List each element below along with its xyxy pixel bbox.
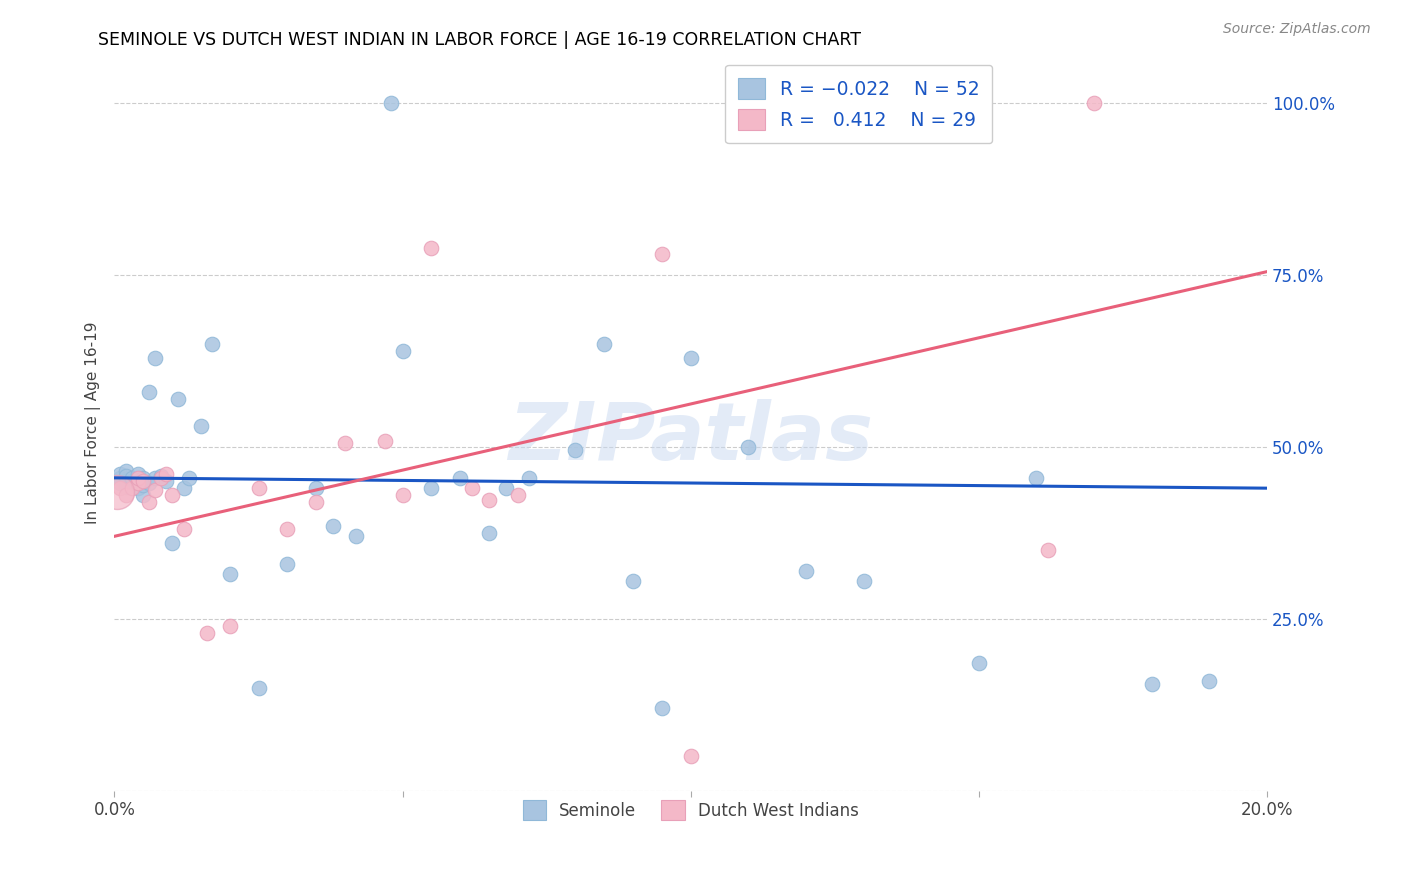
Point: [737, 440, 759, 454]
Point: [305, 495, 328, 509]
Point: [115, 488, 138, 502]
Point: [121, 477, 143, 491]
Point: [173, 481, 195, 495]
Point: [167, 392, 190, 406]
Point: [110, 471, 132, 485]
Point: [593, 336, 616, 351]
Point: [127, 467, 149, 482]
Point: [506, 488, 529, 502]
Point: [1036, 543, 1059, 558]
Point: [679, 351, 702, 365]
Point: [132, 471, 155, 485]
Text: ZIPatlas: ZIPatlas: [508, 399, 873, 476]
Point: [132, 477, 155, 491]
Point: [201, 336, 224, 351]
Point: [478, 492, 501, 507]
Point: [346, 529, 368, 543]
Point: [1198, 673, 1220, 688]
Point: [276, 557, 298, 571]
Point: [967, 657, 990, 671]
Point: [149, 471, 172, 485]
Point: [218, 618, 240, 632]
Point: [127, 475, 149, 490]
Point: [1140, 677, 1163, 691]
Point: [121, 481, 143, 495]
Y-axis label: In Labor Force | Age 16-19: In Labor Force | Age 16-19: [86, 322, 101, 524]
Point: [132, 475, 155, 489]
Point: [651, 247, 673, 261]
Point: [420, 481, 443, 495]
Point: [651, 701, 673, 715]
Point: [110, 467, 132, 482]
Point: [115, 475, 138, 489]
Point: [218, 567, 240, 582]
Point: [247, 681, 270, 695]
Point: [127, 471, 149, 485]
Text: SEMINOLE VS DUTCH WEST INDIAN IN LABOR FORCE | AGE 16-19 CORRELATION CHART: SEMINOLE VS DUTCH WEST INDIAN IN LABOR F…: [98, 31, 862, 49]
Point: [138, 495, 160, 509]
Point: [374, 434, 396, 449]
Point: [190, 419, 212, 434]
Point: [679, 749, 702, 764]
Point: [461, 481, 484, 495]
Point: [621, 574, 644, 588]
Point: [155, 467, 177, 482]
Point: [478, 525, 501, 540]
Point: [138, 475, 160, 490]
Point: [195, 625, 218, 640]
Point: [132, 488, 155, 502]
Text: Source: ZipAtlas.com: Source: ZipAtlas.com: [1223, 22, 1371, 37]
Point: [115, 464, 138, 478]
Point: [160, 488, 183, 502]
Point: [115, 468, 138, 483]
Point: [495, 481, 517, 495]
Point: [852, 96, 875, 111]
Point: [794, 564, 817, 578]
Point: [127, 481, 149, 495]
Point: [380, 96, 402, 111]
Point: [149, 468, 172, 483]
Point: [110, 481, 132, 495]
Point: [143, 351, 166, 365]
Point: [143, 483, 166, 497]
Legend: Seminole, Dutch West Indians: Seminole, Dutch West Indians: [516, 794, 866, 826]
Point: [115, 480, 138, 494]
Point: [138, 384, 160, 399]
Point: [160, 536, 183, 550]
Point: [564, 443, 586, 458]
Point: [305, 481, 328, 495]
Point: [333, 436, 356, 450]
Point: [121, 471, 143, 485]
Point: [173, 523, 195, 537]
Point: [420, 241, 443, 255]
Point: [1025, 471, 1047, 485]
Point: [391, 488, 413, 502]
Point: [247, 481, 270, 495]
Point: [449, 471, 471, 485]
Point: [322, 519, 344, 533]
Point: [1083, 96, 1105, 111]
Point: [105, 484, 128, 499]
Point: [276, 523, 298, 537]
Point: [179, 471, 201, 485]
Point: [391, 343, 413, 358]
Point: [110, 475, 132, 490]
Point: [519, 471, 541, 485]
Point: [852, 574, 875, 588]
Point: [155, 475, 177, 489]
Point: [121, 475, 143, 489]
Point: [143, 471, 166, 485]
